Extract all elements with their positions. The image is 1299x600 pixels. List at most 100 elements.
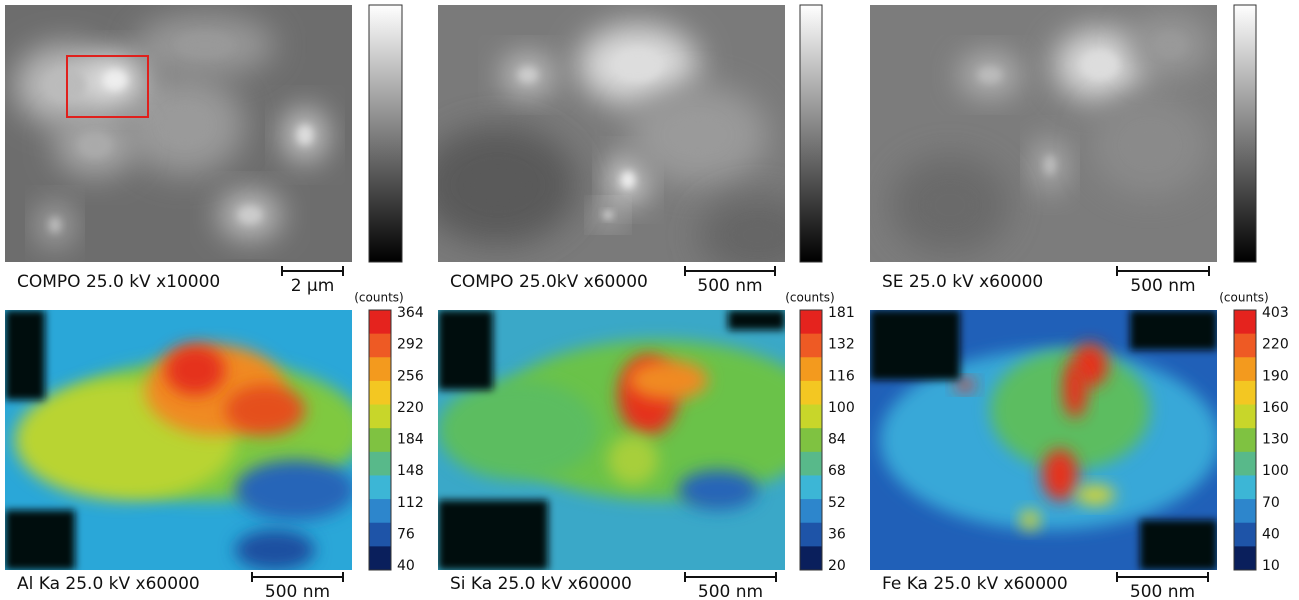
colorbar-band (369, 357, 391, 382)
colorbar-band (800, 499, 822, 524)
colorbar-band (1234, 522, 1256, 547)
colorbar-frame (1233, 309, 1257, 571)
colorbar-tick-label: 76 (397, 526, 415, 542)
feature (177, 33, 233, 57)
caption: COMPO 25.0 kV x10000 (17, 272, 220, 292)
feature (608, 435, 658, 485)
colorbar-tick-label: 256 (397, 368, 424, 384)
no-signal (1140, 520, 1217, 570)
colorbar-band (1234, 428, 1256, 453)
feature (1075, 485, 1115, 505)
colorbar-band (369, 499, 391, 524)
feature (1020, 510, 1040, 530)
feature (466, 161, 530, 209)
scale-bar-label: 500 nm (1130, 276, 1195, 296)
panel: (counts)364 292 256 220 184 148 112 76 40 Al Ka 2… (5, 291, 424, 600)
scale-bar-label: 500 nm (265, 582, 330, 600)
colorbar-tick-label: 220 (1262, 337, 1289, 353)
feature (79, 133, 111, 157)
colorbar-tick-label: 100 (1262, 463, 1289, 479)
colorbar-tick-label: 116 (828, 368, 855, 384)
scale-bar-label: 500 nm (1130, 582, 1195, 600)
colorbar-tick-label: 70 (1262, 495, 1280, 511)
panel: (counts)181 132 116 100 84 68 52 36 20 Si Ka 25.0… (438, 291, 855, 600)
no-signal (1130, 310, 1217, 350)
colorbar-tick-label: 40 (1262, 526, 1280, 542)
feature (614, 49, 662, 81)
colorbar-tick-label: 36 (828, 526, 846, 542)
panel: COMPO 25.0kV x60000 500 nm (438, 4, 823, 296)
feature (734, 219, 782, 251)
caption: Si Ka 25.0 kV x60000 (450, 574, 632, 594)
colorbar-tick-label: 160 (1262, 400, 1289, 416)
feature (161, 105, 209, 145)
colorbar-band (800, 380, 822, 406)
colorbar-band (369, 333, 391, 358)
panel: SE 25.0 kV x60000 500 nm (870, 4, 1257, 296)
eds-map (438, 310, 785, 570)
colorbar-band (1234, 404, 1256, 429)
sem-image (870, 5, 1217, 262)
colorbar-tick-label: 100 (828, 400, 855, 416)
caption: Fe Ka 25.0 kV x60000 (882, 574, 1068, 594)
colorbar-band (1234, 380, 1256, 406)
feature (1154, 33, 1186, 57)
colorbar-unit: (counts) (785, 291, 834, 305)
colorbar-band (369, 546, 391, 571)
colorbar-tick-label: 190 (1262, 368, 1289, 384)
feature (955, 379, 975, 391)
no-signal (438, 500, 548, 570)
feature (1082, 51, 1118, 79)
colorbar-tick-label: 130 (1262, 432, 1289, 448)
colorbar-band (1234, 310, 1256, 335)
colorbar-band (369, 380, 391, 406)
colorbar-unit: (counts) (354, 291, 403, 305)
colorbar-band (800, 475, 822, 500)
colorbar-tick-label: 403 (1262, 305, 1289, 321)
colorbar-band (1234, 451, 1256, 476)
feature (235, 460, 352, 520)
scale-bar-label: 500 nm (698, 582, 763, 600)
colorbar-tick-label: 184 (397, 432, 424, 448)
feature (603, 211, 613, 219)
colorbar-tick-label: 10 (1262, 558, 1280, 574)
colorbar-frame (368, 309, 392, 571)
feature (235, 530, 315, 570)
colorbar-tick-label: 364 (397, 305, 424, 321)
colorbar-band (800, 451, 822, 476)
feature (670, 115, 726, 155)
feature (438, 380, 598, 480)
colorbar (1233, 4, 1257, 263)
feature (225, 385, 305, 435)
colorbar-tick-label: 148 (397, 463, 424, 479)
feature (678, 470, 758, 510)
feature (1063, 362, 1087, 418)
feature (518, 67, 538, 83)
colorbar-tick-label: 40 (397, 558, 415, 574)
eds-map (5, 310, 352, 570)
colorbar-band (1234, 499, 1256, 524)
colorbar-frame (799, 309, 823, 571)
caption: Al Ka 25.0 kV x60000 (17, 574, 200, 594)
colorbar-band (800, 310, 822, 335)
feature (1044, 155, 1056, 175)
no-signal (728, 310, 785, 330)
colorbar-band (800, 357, 822, 382)
colorbar-band (800, 522, 822, 547)
colorbar-band (369, 475, 391, 500)
colorbar-band (369, 451, 391, 476)
colorbar-band (369, 310, 391, 335)
colorbar-band (800, 428, 822, 453)
feature (1042, 449, 1078, 501)
colorbar-band (1234, 546, 1256, 571)
colorbar-tick-label: 181 (828, 305, 855, 321)
colorbar-band (1234, 357, 1256, 382)
no-signal (870, 310, 960, 380)
feature (297, 125, 313, 145)
sem-image (5, 5, 352, 262)
feature (238, 206, 262, 224)
colorbar-band (369, 428, 391, 453)
colorbar-tick-label: 112 (397, 495, 424, 511)
